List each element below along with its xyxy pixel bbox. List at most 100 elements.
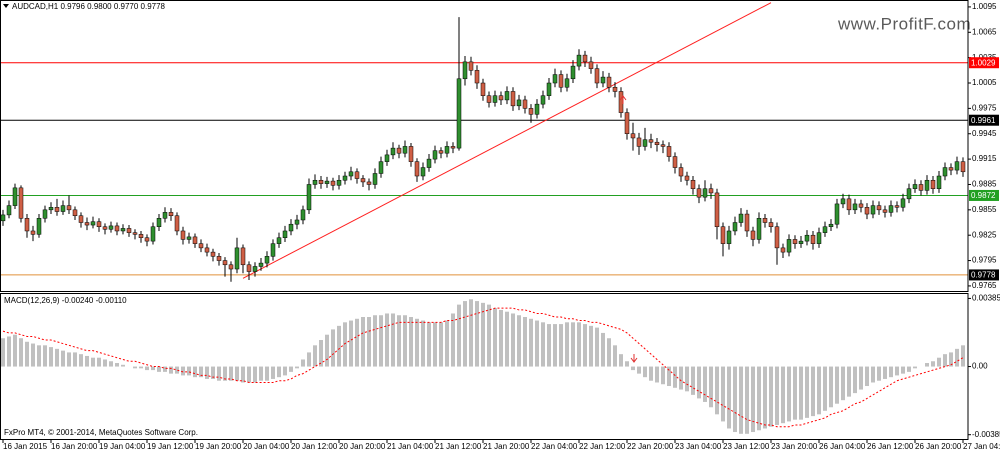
- histogram-bar: [787, 366, 791, 422]
- x-tick-label: 22 Jan 12:00: [579, 442, 626, 451]
- histogram-bar: [583, 324, 587, 367]
- histogram-bar: [331, 329, 335, 367]
- histogram-bar: [163, 366, 167, 372]
- histogram-bar: [187, 366, 191, 376]
- histogram-bar: [547, 324, 551, 367]
- histogram-bar: [403, 315, 407, 367]
- candle-body: [618, 91, 624, 113]
- candle-body: [462, 61, 468, 80]
- histogram-bar: [517, 315, 521, 367]
- candle-body: [384, 154, 390, 162]
- candle-body: [408, 146, 414, 162]
- histogram-bar: [25, 341, 29, 367]
- histogram-bar: [325, 334, 329, 367]
- candle-body: [762, 218, 768, 223]
- candle-body: [336, 179, 342, 186]
- candle-body: [894, 205, 900, 208]
- histogram-bar: [619, 354, 623, 367]
- candle-body: [174, 215, 180, 232]
- candle-body: [768, 222, 774, 227]
- candle-body: [870, 205, 876, 215]
- histogram-bar: [925, 363, 929, 367]
- candle-body: [372, 173, 378, 185]
- candle-body: [840, 198, 846, 205]
- candle-body: [264, 256, 270, 264]
- candle-body: [420, 167, 426, 177]
- candle-body: [42, 209, 48, 219]
- y-tick-label: 0.9825: [972, 230, 997, 239]
- candle-body: [240, 247, 246, 266]
- histogram-bar: [421, 320, 425, 367]
- signal-arrow: [619, 95, 627, 104]
- candle-body: [504, 91, 510, 101]
- histogram-bar: [763, 366, 767, 429]
- y-tick-label: 0.9765: [972, 281, 997, 290]
- histogram-bar: [313, 345, 317, 367]
- price-frame: [0, 0, 969, 292]
- footer: FxPro MT4, © 2001-2014, MetaQuotes Softw…: [4, 428, 198, 437]
- histogram-bar: [433, 322, 437, 367]
- histogram-bar: [145, 366, 149, 371]
- candle-body: [222, 260, 228, 266]
- candle-body: [600, 76, 606, 84]
- histogram-bar: [235, 366, 239, 381]
- candle-body: [636, 137, 642, 147]
- candle-body: [846, 198, 852, 211]
- histogram-bar: [727, 366, 731, 429]
- candle-body: [690, 179, 696, 189]
- level-label: 0.9872: [971, 191, 996, 200]
- candle-body: [858, 203, 864, 208]
- candle-body: [30, 230, 36, 235]
- x-tick-label: 19 Jan 12:00: [147, 442, 194, 451]
- histogram-bar: [487, 304, 491, 367]
- candle-body: [192, 236, 198, 244]
- candle-body: [90, 221, 96, 226]
- macd-title: MACD(12,26,9) -0.00240 -0.00110: [4, 296, 127, 305]
- histogram-bar: [181, 366, 185, 376]
- price-pane: [0, 2, 968, 282]
- histogram-bar: [469, 299, 473, 367]
- candle-body: [816, 232, 822, 244]
- y-tick-label: 0.9975: [972, 103, 997, 112]
- histogram-bar: [379, 315, 383, 367]
- histogram-bar: [835, 366, 839, 404]
- histogram-bar: [847, 366, 851, 397]
- histogram-bar: [553, 324, 557, 367]
- level-label: 1.0029: [971, 58, 996, 67]
- candle-body: [72, 209, 78, 217]
- candle-body: [108, 225, 114, 230]
- histogram-bar: [319, 340, 323, 367]
- candle-body: [60, 205, 66, 212]
- candle-body: [210, 251, 216, 257]
- histogram-bar: [157, 366, 161, 372]
- histogram-bar: [217, 366, 221, 381]
- x-tick-label: 26 Jan 20:00: [915, 442, 962, 451]
- candle-body: [606, 76, 612, 88]
- histogram-bar: [505, 311, 509, 367]
- candle-body: [888, 205, 894, 213]
- histogram-bar: [169, 366, 173, 374]
- candle-body: [204, 247, 210, 253]
- histogram-bar: [571, 322, 575, 367]
- histogram-bar: [739, 366, 743, 434]
- candle-body: [456, 78, 462, 149]
- candle-body: [138, 234, 144, 238]
- candle-body: [942, 167, 948, 177]
- candle-body: [348, 171, 354, 177]
- histogram-bar: [139, 366, 143, 369]
- histogram-bar: [589, 325, 593, 367]
- menu-triangle[interactable]: [3, 4, 9, 8]
- histogram-bar: [511, 313, 515, 367]
- histogram-bar: [427, 322, 431, 367]
- candle-body: [396, 147, 402, 154]
- histogram-bar: [373, 315, 377, 367]
- candle-body: [588, 61, 594, 69]
- x-tick-label: 20 Jan 12:00: [291, 442, 338, 451]
- candle-body: [258, 262, 264, 267]
- candle-body: [576, 54, 582, 67]
- candle-body: [492, 95, 498, 103]
- candle-body: [672, 156, 678, 168]
- histogram-bar: [529, 318, 533, 367]
- level-label-box: [969, 114, 999, 126]
- histogram-bar: [565, 322, 569, 367]
